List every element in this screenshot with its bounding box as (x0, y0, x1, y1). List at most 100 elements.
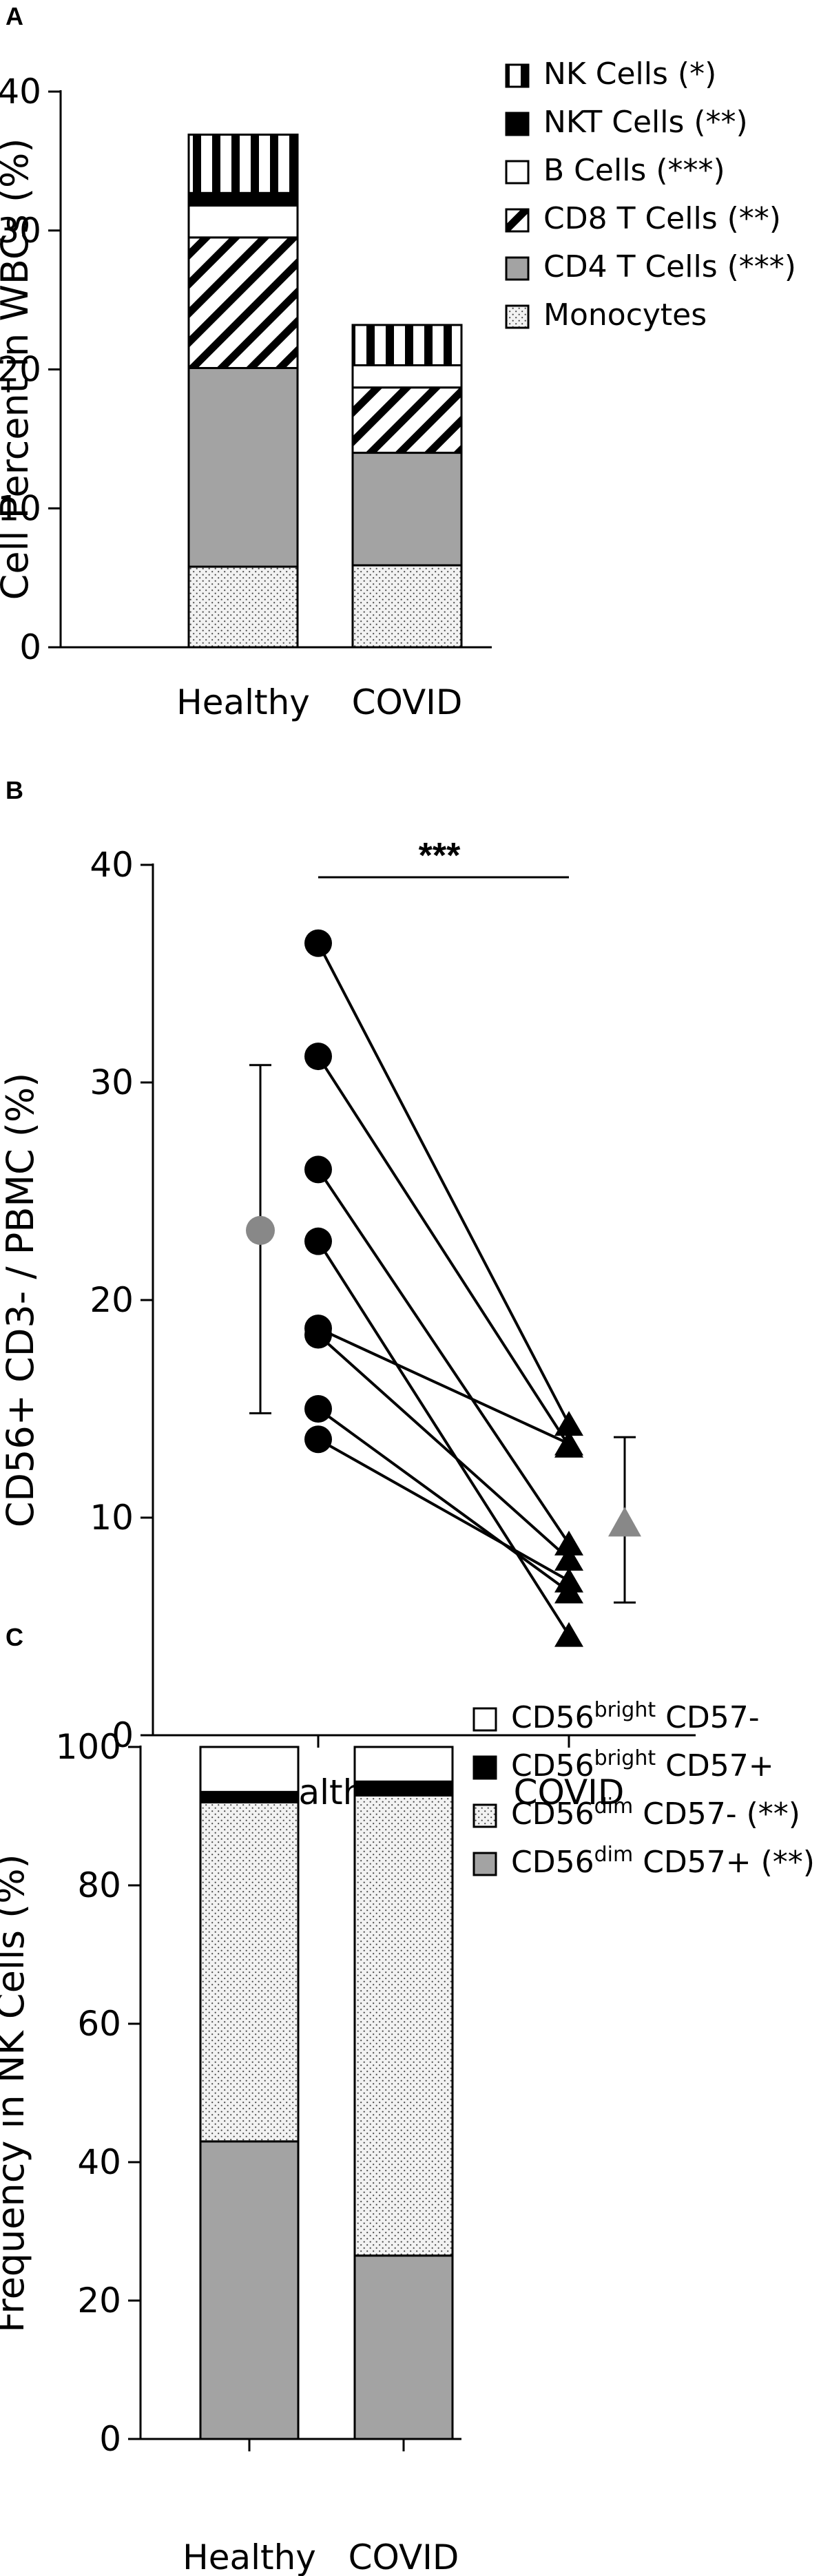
panel-a-bar-covid-nk-cells (351, 324, 463, 366)
panel-a-legend-label-monocytes: Monocytes (543, 297, 707, 333)
panel-b-healthy-point-2 (304, 1043, 332, 1071)
panel-b-covid-point-5 (554, 1430, 583, 1456)
panel-a-legend-swatch-monocytes (505, 304, 530, 329)
panel-a-bar-healthy-nkt-cells (187, 191, 299, 207)
panel-a-legend-swatch-cd8-t-cells (505, 208, 530, 233)
panel-b-healthy-point-3 (304, 1155, 332, 1184)
panel-c-bar-covid-cd56bright-cd57 (353, 1780, 454, 1797)
panel-a-legend-label-cd4-t-cells: CD4 T Cells (***) (543, 249, 796, 284)
panel-b-pair-line-5 (318, 1327, 570, 1445)
panel-a-legend-swatch-nk-cells (505, 63, 530, 88)
panel-a-y-tick-label: 0 (19, 627, 41, 667)
panel-c-bar-healthy-cd56bright-cd57 (199, 1790, 300, 1803)
panel-c-y-tick-label: 20 (77, 2281, 121, 2321)
panel-c-y-tick-label: 0 (99, 2419, 121, 2459)
panel-a-bar-covid-monocytes (351, 564, 463, 649)
panel-b-healthy-point-6 (304, 1321, 332, 1349)
panel-a-bars (187, 134, 463, 649)
panel-b-y-tick-label: 0 (112, 1715, 134, 1755)
panel-a-y-tick-label: 30 (0, 211, 41, 251)
panel-a-legend-label-b-cells: B Cells (***) (543, 153, 725, 188)
panel-b-mean-point-covid (608, 1507, 641, 1537)
panel-c-y-tick-label: 100 (56, 1727, 121, 1767)
panel-b-pair-line-8 (318, 1438, 570, 1582)
panel-b-mean-point-healthy (246, 1215, 275, 1245)
panel-a-legend: NK Cells (*) NKT Cells (**) B Cells (***) C… (505, 56, 796, 333)
panel-b-x-tick-label-covid: COVID (514, 1772, 625, 1812)
panel-a-letter: A (6, 2, 23, 30)
panel-b-covid-point-3 (554, 1530, 583, 1556)
panel-b-pair-line-6 (317, 1334, 570, 1560)
panel-b-letter: B (6, 776, 23, 804)
panel-c-legend-label-cd56dim-cd57: CD56dim CD57+ (**) (511, 1843, 815, 1880)
panel-a-bar-healthy-b-cells (187, 204, 299, 239)
panel-b-healthy-point-4 (304, 1227, 332, 1255)
panel-a-x-tick-label-healthy: Healthy (176, 682, 310, 722)
panel-c-legend-label-cd56dim-cd57: CD56dim CD57- (**) (511, 1794, 800, 1832)
panel-c-bar-covid-cd56dim-cd57 (353, 2254, 454, 2440)
panel-b-y-tick-label: 10 (90, 1498, 134, 1538)
panel-c-legend-swatch-cd56dim-cd57 (472, 1852, 497, 1876)
panel-c-bar-healthy-cd56dim-cd57 (199, 1801, 300, 2143)
panel-b-significance-label: *** (419, 836, 461, 876)
panel-a-bar-covid-cd4-t-cells (351, 452, 463, 567)
panel-b-y-axis-label: CD56+ CD3- / PBMC (%) (0, 1073, 42, 1528)
panel-b-marks: *** (246, 836, 641, 1647)
panel-c-y-tick-label: 80 (77, 1865, 121, 1905)
panel-b-y-tick-label: 40 (90, 845, 134, 885)
panel-a: A 0 10 20 30 40 Cell Percent in WBCs (%) Healt… (0, 2, 796, 722)
panel-a-legend-label-cd8-t-cells: CD8 T Cells (**) (543, 201, 781, 236)
panel-a-bar-healthy-monocytes (187, 565, 299, 649)
panel-a-y-tick-label: 20 (0, 350, 41, 390)
panel-a-bar-covid-b-cells (351, 364, 463, 389)
panel-c-legend-label-cd56bright-cd57: CD56bright CD57- (511, 1698, 760, 1735)
panel-a-bar-covid-cd8-t-cells (351, 386, 463, 454)
panel-c-bars (199, 1746, 454, 2440)
panel-c-bar-covid-cd56bright-cd57 (353, 1746, 454, 1783)
panel-b-healthy-point-7 (304, 1395, 332, 1423)
panel-b-y-tick-label: 20 (90, 1280, 134, 1320)
panel-c-bar-covid-cd56dim-cd57 (353, 1794, 454, 2257)
panel-c-legend-label-cd56bright-cd57: CD56bright CD57+ (511, 1746, 774, 1783)
panel-b-pair-line-4 (317, 1240, 570, 1636)
panel-b-pair-line-7 (317, 1407, 570, 1593)
panel-a-bar-healthy-cd8-t-cells (187, 236, 299, 369)
panel-a-legend-label-nk-cells: NK Cells (*) (543, 56, 716, 92)
panel-a-bar-healthy-cd4-t-cells (187, 366, 299, 568)
panel-a-bar-healthy-nk-cells (187, 134, 299, 194)
panel-b-pair-line-2 (317, 1055, 570, 1447)
panel-a-legend-swatch-nkt-cells (505, 112, 530, 136)
panel-c-legend-swatch-cd56bright-cd57 (472, 1707, 497, 1732)
panel-a-legend-swatch-b-cells (505, 160, 530, 185)
panel-b-covid-point-4 (554, 1622, 583, 1647)
panel-c-bar-healthy-cd56bright-cd57 (199, 1746, 300, 1793)
panel-c-legend-swatch-cd56dim-cd57 (472, 1803, 497, 1828)
panel-b-covid-point-6 (554, 1546, 583, 1571)
panel-b-healthy-point-1 (304, 929, 332, 957)
panel-b-covid-point-1 (554, 1411, 583, 1436)
panel-b-pair-line-3 (317, 1169, 570, 1545)
panel-c-x-tick-label-covid: COVID (349, 2537, 459, 2576)
panel-c-y-tick-label: 60 (77, 2004, 121, 2044)
panel-b-pair-line-1 (317, 942, 570, 1425)
panel-c-x-tick-label-healthy: Healthy (183, 2537, 316, 2576)
panel-a-y-axis-label: Cell Percent in WBCs (%) (0, 138, 37, 600)
panel-c-y-axis-label: Frequency in NK Cells (%) (0, 1854, 32, 2332)
panel-a-y-tick-label: 10 (0, 488, 41, 528)
panel-b-covid-point-8 (554, 1567, 583, 1593)
panel-c-bar-healthy-cd56dim-cd57 (199, 2140, 300, 2440)
panel-c: C 0 20 40 60 80 100 Frequency in NK Cells (%) H… (0, 1623, 815, 2576)
panel-c-y-tick-label: 40 (77, 2142, 121, 2182)
panel-c-legend-swatch-cd56bright-cd57 (472, 1755, 497, 1780)
panel-b-healthy-point-8 (304, 1425, 332, 1454)
panel-c-axis: 0 20 40 60 80 100 Frequency in NK Cells (%) Hea… (0, 1727, 461, 2576)
panel-a-x-tick-label-covid: COVID (352, 682, 463, 722)
panel-c-legend: CD56bright CD57- CD56bright CD57+ CD56dim … (472, 1698, 815, 1880)
panel-b-y-tick-label: 30 (90, 1062, 134, 1102)
panel-a-legend-swatch-cd4-t-cells (505, 256, 530, 281)
panel-c-letter: C (6, 1623, 23, 1651)
panel-a-axis: 0 10 20 30 40 Cell Percent in WBCs (%) Healthy… (0, 72, 492, 722)
